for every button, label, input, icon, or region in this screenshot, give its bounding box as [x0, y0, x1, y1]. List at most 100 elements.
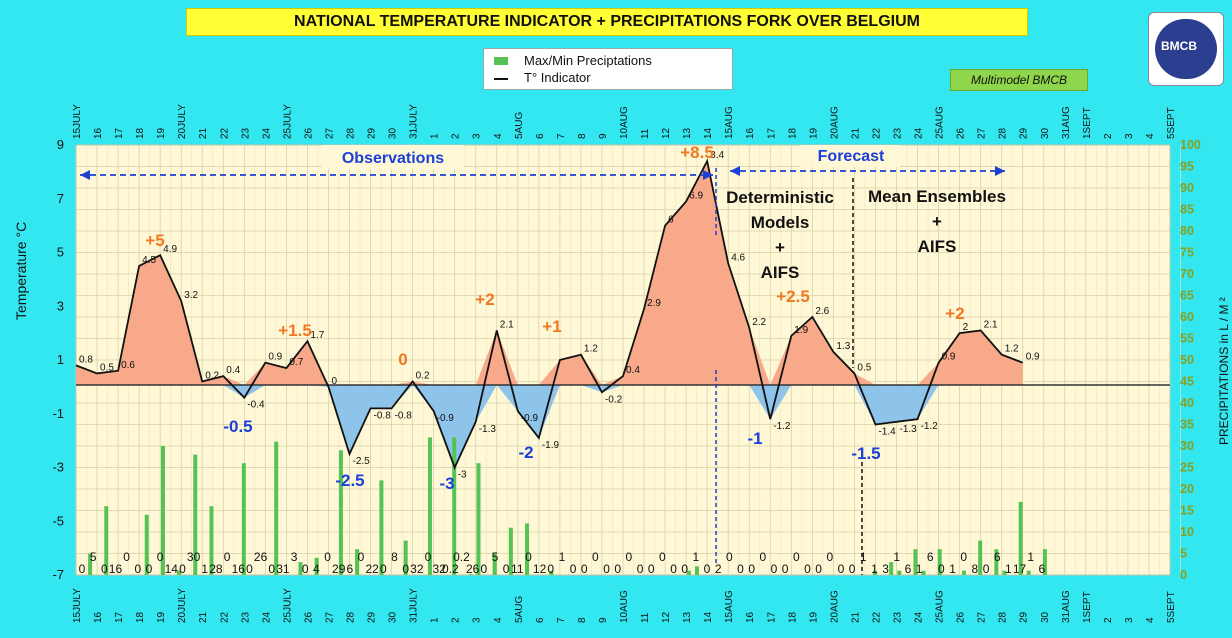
precip-bar	[476, 463, 481, 575]
x-tick-label-top: 6	[535, 133, 546, 139]
precip-value-label: 2	[715, 562, 722, 576]
observations-arrow-head-left	[80, 170, 90, 180]
y-right-tick-label: 10	[1180, 525, 1194, 539]
orange-annotation: +2	[475, 290, 494, 309]
y-right-tick-label: 25	[1180, 461, 1194, 475]
x-tick-label-bottom: 20JULY	[177, 588, 188, 623]
precip-value-label: 32	[432, 562, 446, 576]
precip-value-label: 0	[268, 562, 275, 576]
deterministic-label: Models	[751, 213, 810, 232]
precip-bar	[338, 450, 343, 575]
precip-bar	[492, 553, 497, 575]
temperature-value-label: -0.2	[605, 394, 623, 405]
x-tick-label-top: 27	[324, 127, 335, 139]
y-right-tick-label: 40	[1180, 396, 1194, 410]
blue-annotation: -2	[518, 443, 533, 462]
x-tick-label-top: 30	[1040, 127, 1051, 139]
precip-value-label: 8	[972, 562, 979, 576]
temperature-value-label: -0.9	[521, 413, 539, 424]
precip-bar	[872, 570, 877, 575]
x-tick-label-top: 28	[998, 127, 1009, 139]
precip-value-label: 0	[726, 550, 733, 564]
temperature-value-label: -0.4	[247, 400, 265, 411]
x-tick-label-top: 18	[135, 127, 146, 139]
deterministic-label: Deterministic	[726, 188, 834, 207]
x-tick-label-bottom: 14	[703, 611, 714, 623]
x-tick-label-bottom: 23	[893, 611, 904, 623]
x-tick-label-bottom: 31JULY	[409, 588, 420, 623]
y-right-axis-title: PRECIPITATIONS in L / M ²	[1217, 297, 1231, 445]
precip-value-label: 0	[626, 550, 633, 564]
precip-value-label: 0	[603, 562, 610, 576]
temperature-value-label: -3	[458, 470, 467, 481]
precip-value-label: 0	[570, 562, 577, 576]
precip-value-label: 1	[201, 562, 208, 576]
x-tick-label-bottom: 30	[388, 611, 399, 623]
chart-title: NATIONAL TEMPERATURE INDICATOR + PRECIPI…	[186, 8, 1028, 36]
precip-bar	[144, 514, 149, 575]
y-left-tick-label: 5	[57, 245, 64, 260]
positive-area	[76, 161, 1023, 385]
precip-value-label: 0	[804, 562, 811, 576]
temperature-line	[75, 158, 1024, 470]
temperature-value-label: 0.9	[1026, 352, 1040, 363]
temperature-value-label: -0.8	[374, 410, 392, 421]
x-tick-label-top: 8	[577, 133, 588, 139]
temperature-value-label: 0.2	[416, 371, 430, 382]
x-tick-label-bottom: 16	[93, 611, 104, 623]
precip-value-label: 0	[224, 550, 231, 564]
x-tick-label-bottom: 30	[1040, 611, 1051, 623]
y-right-tick-label: 70	[1180, 267, 1194, 281]
precip-value-label: 0	[960, 550, 967, 564]
y-right-tick-label: 65	[1180, 289, 1194, 303]
ensemble-label: +	[932, 212, 942, 231]
x-tick-label-top: 23	[240, 127, 251, 139]
x-tick-label-bottom: 2	[451, 617, 462, 623]
blue-annotation: -1	[747, 429, 762, 448]
precip-value-label: 1	[871, 562, 878, 576]
precip-value-label: 22	[366, 562, 380, 576]
legend-bar-swatch	[494, 57, 508, 65]
y-right-tick-label: 35	[1180, 418, 1194, 432]
x-tick-label-top: 15AUG	[724, 106, 735, 139]
temperature-value-label: 0.9	[942, 352, 956, 363]
x-tick-label-top: 29	[367, 127, 378, 139]
x-tick-label-top: 31AUG	[1061, 106, 1072, 139]
precip-value-label: 0	[581, 562, 588, 576]
temperature-value-label: -1.2	[921, 421, 939, 432]
x-tick-label-top: 25JULY	[282, 104, 293, 139]
precip-bar	[241, 463, 246, 575]
x-tick-label-bottom: 12	[661, 611, 672, 623]
x-tick-label-top: 22	[219, 127, 230, 139]
x-tick-label-bottom: 27	[324, 611, 335, 623]
x-tick-label-bottom: 15AUG	[724, 590, 735, 623]
precip-value-label: 0	[79, 562, 86, 576]
y-right-tick-label: 95	[1180, 160, 1194, 174]
x-tick-label-top: 2	[451, 133, 462, 139]
forecast-arrow-head-left	[730, 166, 740, 176]
x-tick-label-bottom: 29	[367, 611, 378, 623]
precip-bar	[193, 454, 198, 575]
y-right-tick-label: 60	[1180, 310, 1194, 324]
precip-bar	[508, 527, 513, 575]
ensemble-label: AIFS	[918, 237, 957, 256]
orange-annotation: +5	[145, 231, 164, 250]
y-left-tick-label: 7	[57, 191, 64, 206]
precip-value-label: 28	[209, 562, 223, 576]
x-tick-label-top: 20AUG	[829, 106, 840, 139]
legend-temp: T° Indicator	[494, 70, 591, 86]
x-tick-label-bottom: 17	[114, 611, 125, 623]
precip-bar	[379, 480, 384, 575]
x-tick-label-top: 7	[556, 133, 567, 139]
precip-bar	[403, 540, 408, 575]
precip-value-label: 11	[511, 562, 524, 576]
x-tick-label-top: 10AUG	[619, 106, 630, 139]
x-tick-label-bottom: 25AUG	[935, 590, 946, 623]
legend-temp-label: T° Indicator	[524, 70, 591, 85]
precip-value-label: 0	[737, 562, 744, 576]
precip-value-label: 0	[849, 562, 856, 576]
temperature-value-label: 0.6	[121, 360, 135, 371]
precip-value-label: 5	[492, 550, 499, 564]
precip-value-label: 0	[146, 562, 153, 576]
